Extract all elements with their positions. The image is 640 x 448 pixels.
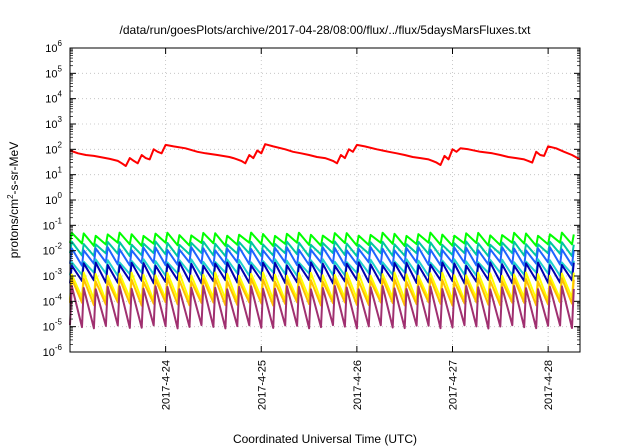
x-tick-label: 2017-4-26 xyxy=(352,360,364,410)
y-tick-label: 101 xyxy=(45,166,62,182)
y-tick-label: 100 xyxy=(45,191,62,207)
y-tick-label-base: 10 xyxy=(43,271,55,283)
series-group xyxy=(69,143,581,330)
series-line-4 xyxy=(69,246,575,267)
y-tick-label-base: 10 xyxy=(43,246,55,258)
y-tick-label-base: 10 xyxy=(45,170,57,182)
y-tick-label: 10-5 xyxy=(43,318,63,334)
y-axis-title: protons/cm2-s-sr-MeV xyxy=(6,142,21,258)
y-tick-label-exponent: 0 xyxy=(58,191,63,200)
x-axis-title: Coordinated Universal Time (UTC) xyxy=(233,432,417,446)
y-tick-label: 104 xyxy=(45,90,62,106)
y-tick-label-exponent: 2 xyxy=(58,140,63,149)
x-tick-label: 2017-4-27 xyxy=(448,360,460,410)
y-tick-label: 10-1 xyxy=(43,216,63,232)
y-tick-label-exponent: -6 xyxy=(55,343,63,352)
x-tick-label: 2017-4-28 xyxy=(543,360,555,410)
series-line-1 xyxy=(69,143,581,167)
series-line-6 xyxy=(69,261,575,285)
y-tick-label: 106 xyxy=(45,39,62,55)
y-tick-label-exponent: 3 xyxy=(58,115,63,124)
y-tick-label-exponent: 4 xyxy=(58,90,63,99)
y-tick-label: 10-6 xyxy=(43,343,63,359)
y-tick-label-exponent: 1 xyxy=(58,166,63,175)
y-tick-label: 10-4 xyxy=(43,292,63,308)
y-tick-label-base: 10 xyxy=(45,94,57,106)
y-tick-label-base: 10 xyxy=(45,119,57,131)
y-tick-label: 10-3 xyxy=(43,267,63,283)
x-ticks: 2017-4-24 2017-4-25 2017-4-26 2017-4-27 2017… xyxy=(161,48,555,410)
y-tick-label-exponent: -2 xyxy=(55,242,63,251)
x-tick-label: 2017-4-24 xyxy=(161,360,173,410)
y-tick-label-base: 10 xyxy=(43,296,55,308)
y-tick-label: 102 xyxy=(45,140,62,156)
y-tick-label-exponent: -3 xyxy=(55,267,63,276)
y-ticks: 10-610-510-410-310-210-11001011021031041… xyxy=(43,39,580,359)
y-axis-title-base: protons/cm xyxy=(7,199,21,258)
y-tick-label-exponent: -1 xyxy=(55,216,63,225)
y-tick-label-base: 10 xyxy=(43,220,55,232)
y-tick-label-base: 10 xyxy=(45,43,57,55)
y-tick-label-base: 10 xyxy=(45,144,57,156)
y-tick-label: 103 xyxy=(45,115,62,131)
y-tick-label: 105 xyxy=(45,64,62,80)
y-tick-label-base: 10 xyxy=(43,322,55,334)
y-axis-title-superscript: 2 xyxy=(6,194,15,199)
series-line-2 xyxy=(69,231,575,247)
chart-title: /data/run/goesPlots/archive/2017-04-28/0… xyxy=(120,23,532,37)
grid xyxy=(70,48,580,352)
y-tick-label-exponent: -5 xyxy=(55,318,63,327)
y-tick-label-base: 10 xyxy=(45,195,57,207)
y-tick-label-exponent: 5 xyxy=(58,64,63,73)
y-tick-label-exponent: -4 xyxy=(55,292,63,301)
x-tick-label: 2017-4-25 xyxy=(256,360,268,410)
y-tick-label-exponent: 6 xyxy=(58,39,63,48)
series-line-9 xyxy=(69,285,575,330)
y-tick-label-base: 10 xyxy=(45,68,57,80)
y-axis-title-rest: -s-sr-MeV xyxy=(7,142,21,195)
y-tick-label-base: 10 xyxy=(43,347,55,359)
y-tick-label: 10-2 xyxy=(43,242,63,258)
